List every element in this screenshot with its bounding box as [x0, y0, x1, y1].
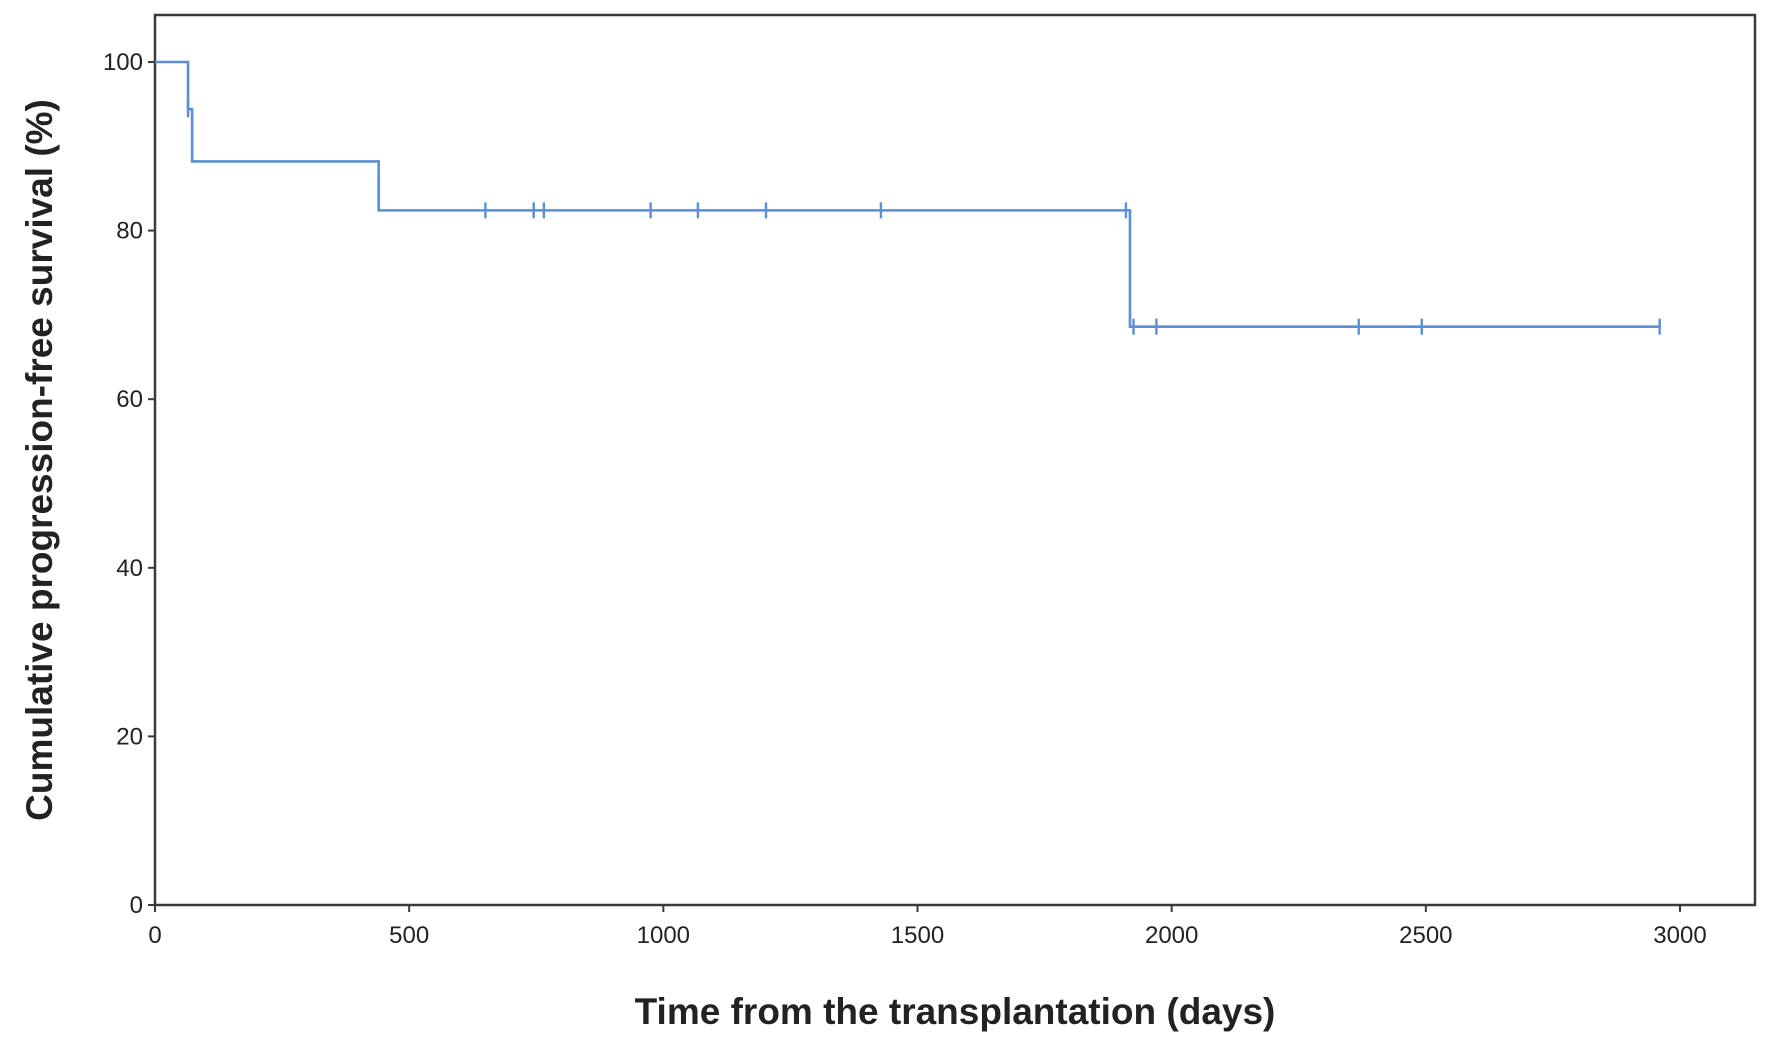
x-tick-label: 2000 — [1145, 922, 1198, 949]
x-tick-label: 500 — [389, 922, 429, 949]
x-tick-label: 1500 — [891, 922, 944, 949]
survival-step-line — [155, 60, 1660, 329]
x-tick-label: 3000 — [1653, 922, 1706, 949]
y-tick-label: 0 — [130, 892, 143, 919]
series-layer — [155, 60, 1660, 329]
y-axis-title: Cumulative progression-free survival (%) — [19, 99, 60, 821]
y-axis: 0 20 40 60 80 100 — [103, 49, 155, 919]
x-axis-title: Time from the transplantation (days) — [635, 991, 1276, 1032]
x-tick-label: 1000 — [637, 922, 690, 949]
y-tick-label: 100 — [103, 49, 143, 76]
y-tick-label: 60 — [116, 386, 143, 413]
y-tick-label: 80 — [116, 218, 143, 245]
y-tick-label: 40 — [116, 555, 143, 582]
censor-marks — [186, 101, 1661, 335]
x-tick-label: 2500 — [1399, 922, 1452, 949]
y-tick-label: 20 — [116, 723, 143, 750]
x-tick-label: 0 — [148, 922, 161, 949]
x-axis: 0 500 1000 1500 2000 2500 3000 — [148, 905, 1707, 949]
plot-frame — [153, 13, 1757, 907]
